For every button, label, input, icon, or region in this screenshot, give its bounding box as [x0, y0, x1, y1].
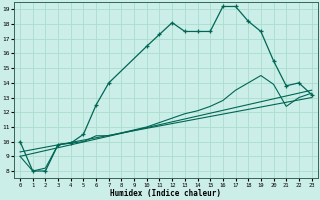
X-axis label: Humidex (Indice chaleur): Humidex (Indice chaleur) — [110, 189, 221, 198]
